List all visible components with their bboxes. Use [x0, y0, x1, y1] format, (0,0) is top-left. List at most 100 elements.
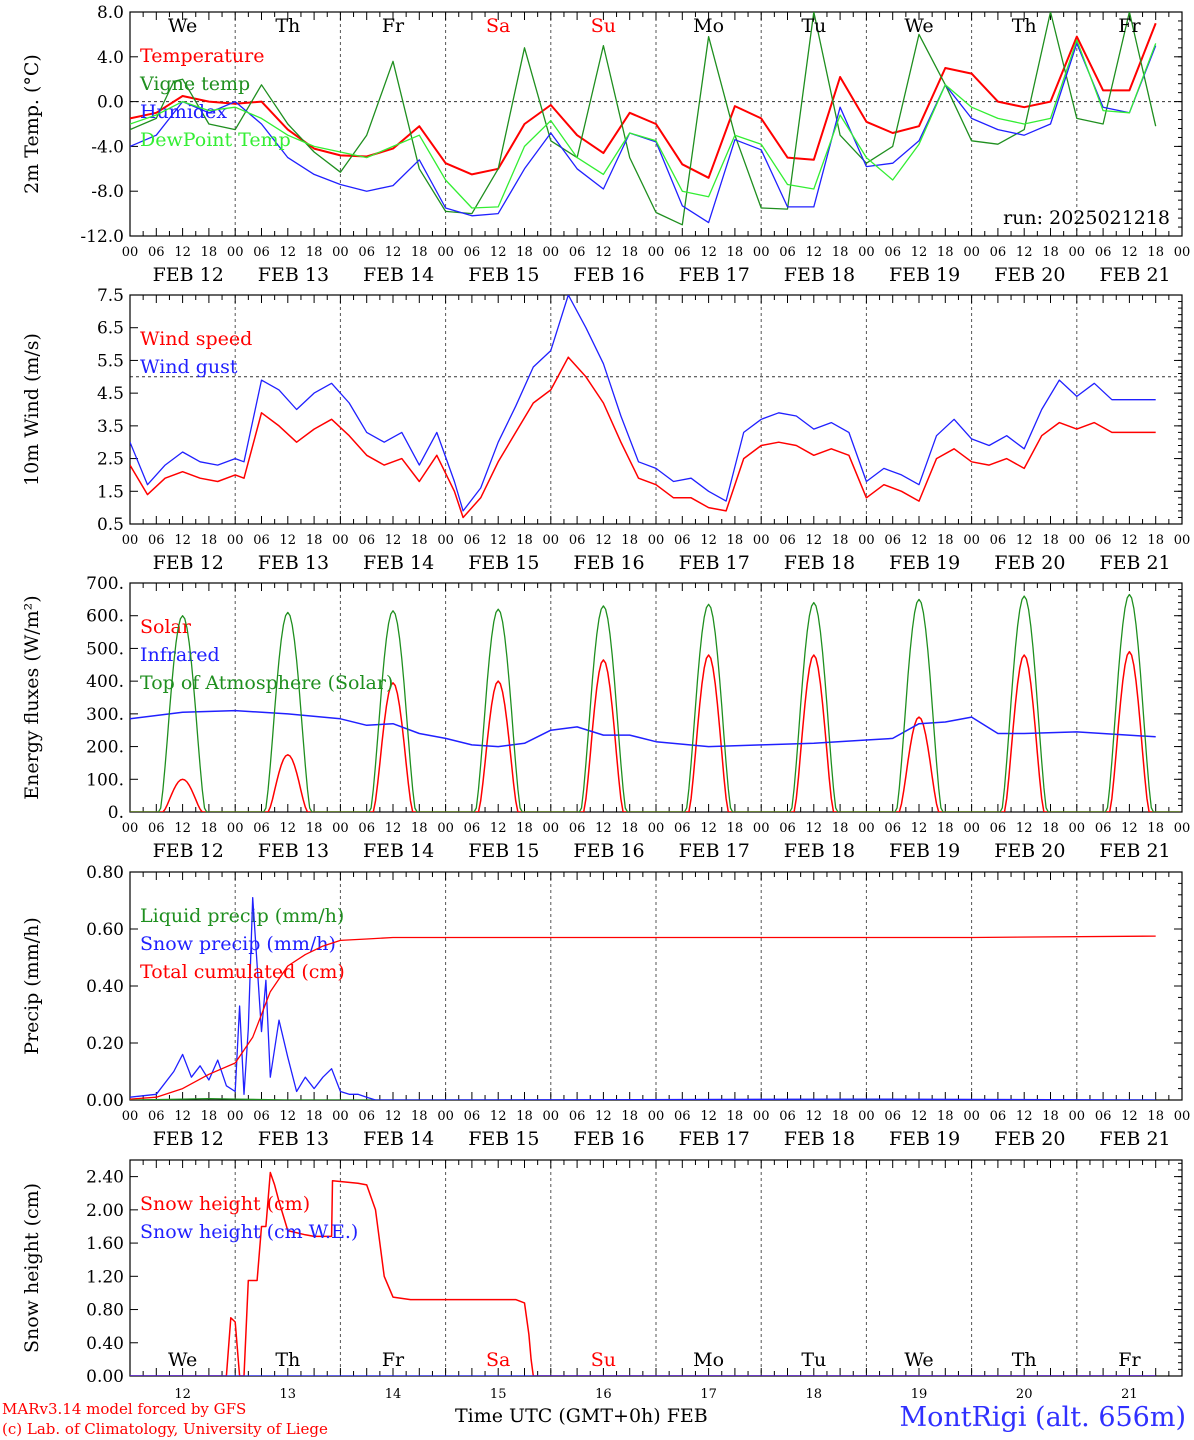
panel-temp: 00 06 12 18 00 06 12 18 00 06 12 18 00 06 12 18 00 06 12 18…: [21, 3, 1190, 286]
y-tick-label: -12.0: [80, 227, 124, 247]
legend-entry: Vigne temp: [139, 73, 250, 95]
hour-tick-label: 12: [280, 1109, 297, 1124]
hour-tick-label: 18: [516, 821, 533, 836]
legend-entry: Temperature: [140, 45, 264, 67]
hour-tick-label: 18: [832, 245, 849, 260]
y-tick-label: 1.20: [86, 1267, 124, 1287]
hour-tick-label: 06: [990, 1109, 1007, 1124]
hour-tick-label: 00: [753, 533, 770, 548]
hour-tick-label: 00: [227, 533, 244, 548]
hour-tick-label: 00: [122, 533, 139, 548]
hour-tick-label: 06: [674, 533, 691, 548]
series-line-infrared: [130, 709, 1156, 748]
hour-tick-label: 06: [358, 821, 375, 836]
hour-tick-label: 18: [201, 533, 218, 548]
panel-flux: 00 06 12 18 00 06 12 18 00 06 12 18 00 06 12 18 00 06 12 18…: [21, 574, 1190, 862]
day-number-label: 17: [700, 1387, 717, 1402]
hour-tick-label: 00: [1174, 245, 1191, 260]
day-name-label: Fr: [1118, 1349, 1141, 1371]
hour-tick-label: 12: [385, 533, 402, 548]
hour-tick-label: 18: [1042, 245, 1059, 260]
hour-tick-label: 18: [201, 1109, 218, 1124]
hour-tick-label: 18: [832, 1109, 849, 1124]
day-name-label: Tu: [801, 15, 826, 37]
series-line-temperature: [130, 22, 1157, 179]
hour-tick-label: 12: [911, 821, 928, 836]
hour-tick-label: 18: [1147, 245, 1164, 260]
hour-tick-label: 18: [832, 821, 849, 836]
hour-tick-label: 12: [1016, 821, 1033, 836]
hour-tick-label: 00: [858, 245, 875, 260]
hour-tick-label: 00: [963, 245, 980, 260]
date-label: FEB 15: [468, 1128, 539, 1150]
date-label: FEB 16: [573, 1128, 644, 1150]
hour-tick-label: 12: [595, 821, 612, 836]
hour-tick-label: 06: [358, 533, 375, 548]
hour-tick-label: 00: [437, 245, 454, 260]
station-name: MontRigi (alt. 656m): [899, 1402, 1186, 1433]
hour-tick-label: 12: [174, 245, 191, 260]
date-label: FEB 12: [153, 1128, 224, 1150]
date-label: FEB 14: [363, 264, 434, 286]
series-line-liquid-precip-mm-h-: [130, 1097, 1156, 1100]
hour-tick-label: 00: [1069, 245, 1086, 260]
legend-entry: Total cumulated (cm): [140, 961, 345, 983]
y-tick-label: 400.: [86, 672, 124, 692]
date-label: FEB 13: [258, 1128, 329, 1150]
hour-tick-label: 12: [385, 1109, 402, 1124]
hour-tick-label: 12: [806, 245, 823, 260]
y-tick-label: 0.80: [86, 1301, 124, 1321]
date-label: FEB 17: [679, 840, 750, 862]
credit-line-2: (c) Lab. of Climatology, University of L…: [2, 1420, 328, 1438]
hour-tick-label: 00: [753, 1109, 770, 1124]
hour-tick-label: 12: [806, 1109, 823, 1124]
hour-tick-label: 06: [148, 821, 165, 836]
hour-tick-label: 00: [437, 821, 454, 836]
hour-tick-label: 18: [727, 1109, 744, 1124]
hour-tick-label: 12: [700, 1109, 717, 1124]
date-label: FEB 13: [258, 552, 329, 574]
hour-tick-label: 06: [1095, 533, 1112, 548]
run-annotation: run: 2025021218: [1003, 207, 1170, 229]
hour-tick-label: 12: [911, 1109, 928, 1124]
hour-tick-label: 06: [569, 1109, 586, 1124]
date-label: FEB 12: [153, 552, 224, 574]
hour-tick-label: 12: [595, 1109, 612, 1124]
hour-tick-label: 00: [332, 1109, 349, 1124]
date-label: FEB 21: [1099, 552, 1170, 574]
date-label: FEB 15: [468, 264, 539, 286]
hour-tick-label: 12: [911, 533, 928, 548]
y-tick-label: 300.: [86, 705, 124, 725]
hour-tick-label: 06: [674, 245, 691, 260]
y-tick-label: 3.5: [97, 417, 124, 437]
hour-tick-label: 00: [543, 245, 560, 260]
x-axis-title-text: Time UTC (GMT+0h): [455, 1405, 661, 1427]
date-label: FEB 18: [784, 840, 855, 862]
hour-tick-label: 00: [1174, 1109, 1191, 1124]
hour-tick-label: 18: [1042, 533, 1059, 548]
legend-entry: Liquid precip (mm/h): [140, 905, 344, 927]
date-label: FEB 17: [679, 552, 750, 574]
hour-tick-label: 06: [253, 245, 270, 260]
hour-tick-label: 18: [411, 533, 428, 548]
hour-tick-label: 18: [1042, 821, 1059, 836]
hour-tick-label: 00: [648, 1109, 665, 1124]
hour-tick-label: 06: [674, 1109, 691, 1124]
day-name-label: Mo: [693, 1349, 724, 1371]
hour-tick-label: 12: [806, 533, 823, 548]
y-tick-label: 6.5: [97, 319, 124, 339]
hour-tick-label: 18: [621, 245, 638, 260]
hour-tick-label: 12: [700, 533, 717, 548]
day-name-label: Su: [591, 1349, 616, 1371]
hour-tick-label: 00: [1174, 533, 1191, 548]
date-label: FEB 14: [363, 552, 434, 574]
hour-tick-label: 12: [490, 533, 507, 548]
hour-tick-label: 18: [621, 1109, 638, 1124]
hour-tick-label: 12: [1016, 533, 1033, 548]
day-name-label: Fr: [382, 1349, 405, 1371]
hour-tick-label: 12: [1016, 245, 1033, 260]
hour-tick-label: 06: [464, 533, 481, 548]
x-axis-title: Time UTC (GMT+0h) FEB: [455, 1405, 708, 1427]
y-tick-label: 0.: [108, 803, 124, 823]
hour-tick-label: 12: [1121, 533, 1138, 548]
